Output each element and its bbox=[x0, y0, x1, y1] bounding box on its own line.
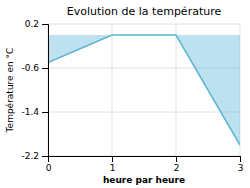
tick: 0 bbox=[46, 156, 52, 173]
grid-line bbox=[176, 24, 177, 156]
grid-line bbox=[48, 24, 240, 25]
tick: 0.2 bbox=[25, 19, 48, 29]
chart: 0 1 2 3 0.2 -0.6 -1.4 -2.2 Evolution de la tempé… bbox=[0, 0, 250, 188]
tick-mark bbox=[240, 156, 241, 162]
tick-label: -0.6 bbox=[21, 63, 39, 73]
grid bbox=[48, 24, 240, 156]
y-axis-title: Température en °C bbox=[5, 48, 15, 134]
axis-line bbox=[49, 157, 241, 163]
tick-mark bbox=[42, 24, 48, 25]
tick: 1 bbox=[110, 156, 116, 173]
tick-mark bbox=[42, 156, 48, 157]
tick-label: 2 bbox=[174, 163, 180, 173]
title: Evolution de la température bbox=[67, 5, 222, 18]
tick-mark bbox=[176, 156, 177, 162]
tick: 3 bbox=[238, 156, 244, 173]
grid-line bbox=[48, 112, 240, 113]
axis-line bbox=[42, 25, 49, 157]
tick: -2.2 bbox=[21, 151, 48, 161]
tick-label: 0.2 bbox=[25, 19, 39, 29]
tick-mark bbox=[42, 112, 48, 113]
x-axis-title: heure par heure bbox=[103, 175, 185, 185]
tick: -0.6 bbox=[21, 63, 48, 73]
plot: 0 1 2 3 0.2 -0.6 -1.4 -2.2 bbox=[21, 19, 243, 173]
y-axis: 0.2 -0.6 -1.4 -2.2 bbox=[21, 19, 48, 161]
tick-mark bbox=[42, 68, 48, 69]
tick-label: -2.2 bbox=[21, 151, 39, 161]
tick-label: 1 bbox=[110, 163, 116, 173]
line bbox=[48, 35, 240, 145]
tick-label: 3 bbox=[238, 163, 244, 173]
x-axis: 0 1 2 3 bbox=[46, 156, 244, 173]
tick-label: 0 bbox=[46, 163, 52, 173]
tick-mark bbox=[112, 156, 113, 162]
tick: 2 bbox=[174, 156, 180, 173]
tick-label: -1.4 bbox=[21, 107, 39, 117]
grid-line bbox=[112, 24, 113, 156]
tick: -1.4 bbox=[21, 107, 48, 117]
area bbox=[48, 35, 240, 145]
marks bbox=[48, 35, 240, 145]
